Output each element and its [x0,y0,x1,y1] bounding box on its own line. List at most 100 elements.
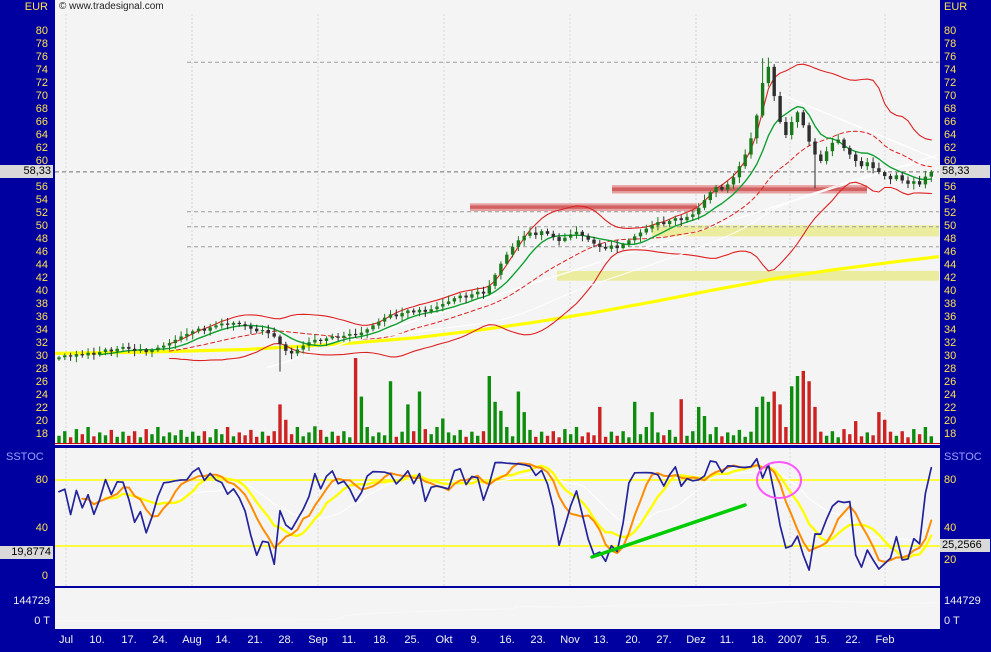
volume-bar [743,436,747,443]
candle-body [406,310,410,314]
volume-bar [150,434,154,443]
candle-body [702,200,707,208]
candle-body [237,322,241,325]
candle-body [348,333,352,336]
sstoc-panel-title-right: SSTOC [944,451,982,463]
volume-bar [138,437,143,443]
candle-body [121,346,125,349]
volume-bar [319,429,323,443]
volume-bar [906,437,910,443]
candle-body [929,171,933,177]
sstoc-tick-label: 80 [944,474,957,486]
price-tick-label: 46 [35,246,48,258]
price-tick-label: 28 [35,363,48,375]
candle-body [807,125,811,142]
candle-body [714,187,718,193]
price-tick-label: 72 [35,77,48,89]
volume-bar [551,431,555,443]
price-tick-label: 76 [944,51,957,63]
candle-body [534,232,538,236]
price-tick-label: 40 [944,285,957,297]
volume-bar [830,431,835,443]
volume-bar [883,419,887,443]
volume-bar [342,431,346,443]
candle-body [464,295,468,298]
candle-body [836,139,840,143]
x-axis-label: 2007 [777,634,803,646]
stochastic-chart-canvas[interactable] [55,448,940,586]
volume-bar [132,431,137,443]
white-trendline [266,154,938,369]
x-axis-label: 27. [656,634,672,646]
x-axis-label: 18. [373,634,389,646]
candle-body [162,345,166,348]
candle-body [842,139,846,148]
volume-bar [156,427,160,443]
candle-body [790,122,794,135]
candle-body [499,263,503,275]
candle-body [371,325,375,330]
candle-body [824,151,829,162]
price-tick-label: 30 [944,350,957,362]
candle-body [330,336,334,339]
volume-bar [819,431,823,443]
price-tick-label: 50 [35,220,48,232]
candle-body [260,330,265,332]
price-tick-label: 62 [35,142,48,154]
candle-body [563,237,567,241]
candle-body [883,172,887,176]
candle-body [784,122,788,135]
price-tick-label: 62 [944,142,957,154]
candle-body [63,355,67,358]
x-axis-label: Jul [58,634,74,646]
candle-body [208,327,212,331]
candle-body [877,168,881,173]
green-trendline-annotation [590,503,747,559]
price-tick-label: 64 [944,129,957,141]
candle-body [580,231,584,236]
price-chart-canvas[interactable] [55,14,940,445]
candle-body [255,328,259,332]
volume-bar [650,412,654,443]
candle-body [720,187,724,190]
volume-average-line [55,600,940,622]
volume-bar [912,429,916,443]
volume-zero-label-left: 0 T [34,615,50,627]
volume-indicator-canvas[interactable] [55,588,940,629]
price-tick-label: 54 [944,194,957,206]
candle-body [319,339,323,342]
price-tick-label: 74 [35,64,48,76]
volume-bar [220,434,224,443]
candle-body [894,175,899,180]
candle-body [138,349,143,351]
candle-body [68,355,73,357]
volume-bar [598,406,602,443]
volume-bar [499,410,503,443]
x-axis-label: 15. [814,634,830,646]
support-zone [557,270,939,281]
x-axis-label: 22. [845,634,861,646]
candle-body [80,354,84,356]
price-tick-label: 28 [944,363,957,375]
volume-bar [365,427,369,443]
volume-bar [377,432,381,443]
candle-body [906,180,910,184]
x-axis-label: Feb [875,634,895,646]
price-tick-label: 34 [35,324,48,336]
price-tick-label: 26 [944,376,957,388]
volume-bar [185,436,189,443]
price-tick-label: 22 [35,402,48,414]
price-tick-label: 36 [35,311,48,323]
candle-body [667,220,672,225]
candle-body [528,232,532,236]
price-tick-label: 78 [944,38,957,50]
candle-body [336,336,340,338]
price-tick-label: 38 [944,298,957,310]
volume-bar [336,435,340,443]
volume-bar [208,437,212,443]
candle-body [656,222,660,226]
volume-bar [667,429,672,443]
candle-body [167,343,172,346]
volume-bar [859,436,864,443]
candle-body [191,331,195,334]
